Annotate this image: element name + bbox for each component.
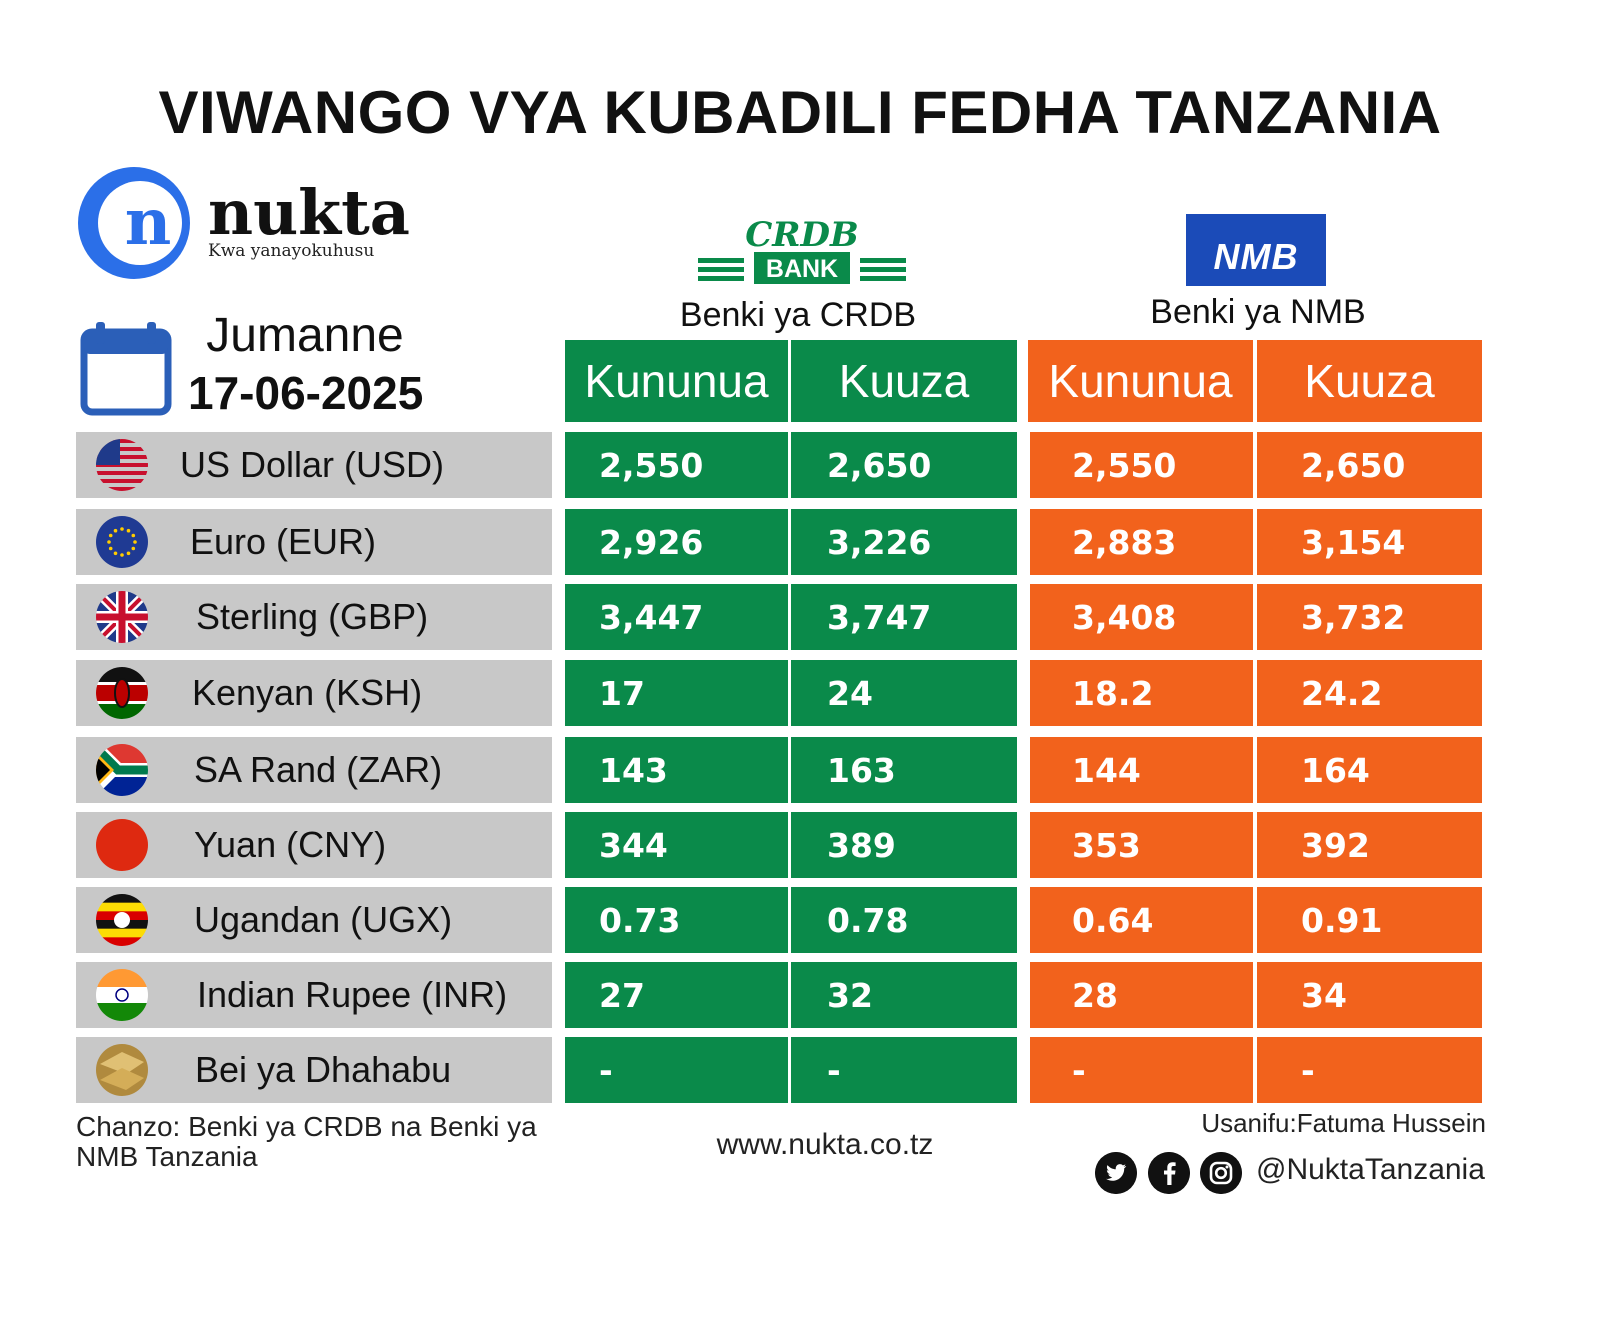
social-handle[interactable]: @NuktaTanzania bbox=[1256, 1153, 1485, 1186]
table-row-label: Ugandan (UGX) bbox=[76, 887, 552, 953]
rate-cell-crdb-sell: 24 bbox=[791, 660, 1017, 726]
rate-cell-crdb-sell: 389 bbox=[791, 812, 1017, 878]
rate-cell-nmb-buy: 3,408 bbox=[1030, 584, 1253, 650]
currency-name: Yuan (CNY) bbox=[194, 824, 387, 865]
crdb-sell-header: Kuuza bbox=[791, 340, 1017, 422]
currency-name: Bei ya Dhahabu bbox=[195, 1049, 452, 1090]
rate-cell-crdb-buy: 2,550 bbox=[565, 432, 788, 498]
nmb-sell-header: Kuuza bbox=[1257, 340, 1482, 422]
rate-cell-crdb-sell: 163 bbox=[791, 737, 1017, 803]
china-flag-icon bbox=[96, 819, 148, 871]
twitter-icon[interactable] bbox=[1095, 1152, 1137, 1194]
currency-name: Ugandan (UGX) bbox=[194, 899, 453, 940]
rate-cell-nmb-sell: 3,154 bbox=[1257, 509, 1482, 575]
rate-cell-crdb-buy: 2,926 bbox=[565, 509, 788, 575]
rate-cell-nmb-sell: - bbox=[1257, 1037, 1482, 1103]
date-value: 17-06-2025 bbox=[188, 367, 424, 419]
south-africa-flag-icon bbox=[96, 744, 148, 796]
rate-cell-nmb-sell: 34 bbox=[1257, 962, 1482, 1028]
currency-name: Euro (EUR) bbox=[190, 521, 377, 562]
table-row-label: US Dollar (USD) bbox=[76, 432, 552, 498]
design-credit: Usanifu:Fatuma Hussein bbox=[1201, 1108, 1486, 1138]
rate-cell-crdb-buy: 143 bbox=[565, 737, 788, 803]
crdb-logo-top: CRDB bbox=[745, 215, 859, 255]
source-note: Chanzo: Benki ya CRDB na Benki ya NMB Ta… bbox=[76, 1111, 537, 1172]
rate-cell-nmb-buy: 28 bbox=[1030, 962, 1253, 1028]
table-row-label: Euro (EUR) bbox=[76, 509, 552, 575]
rate-cell-nmb-buy: 18.2 bbox=[1030, 660, 1253, 726]
rate-cell-nmb-sell: 24.2 bbox=[1257, 660, 1482, 726]
nmb-logo-text: NMB bbox=[1213, 236, 1299, 277]
rate-cell-nmb-sell: 164 bbox=[1257, 737, 1482, 803]
table-row-label: SA Rand (ZAR) bbox=[76, 737, 552, 803]
rate-cell-nmb-buy: 2,883 bbox=[1030, 509, 1253, 575]
currency-name: US Dollar (USD) bbox=[180, 444, 445, 485]
nmb-bank-name: Benki ya NMB bbox=[1150, 293, 1366, 331]
rate-cell-nmb-sell: 392 bbox=[1257, 812, 1482, 878]
logo-letter: n bbox=[124, 185, 172, 260]
table-row-label: Bei ya Dhahabu bbox=[76, 1037, 552, 1103]
table-row-label: Yuan (CNY) bbox=[76, 812, 552, 878]
rate-cell-crdb-buy: 344 bbox=[565, 812, 788, 878]
nmb-logo-icon: NMB bbox=[1186, 214, 1326, 286]
date-day: Jumanne bbox=[206, 309, 404, 362]
uk-flag-icon bbox=[96, 591, 148, 643]
rate-cell-crdb-buy: 17 bbox=[565, 660, 788, 726]
currency-name: Kenyan (KSH) bbox=[192, 672, 423, 713]
rate-cell-crdb-sell: 32 bbox=[791, 962, 1017, 1028]
rate-cell-crdb-sell: 2,650 bbox=[791, 432, 1017, 498]
gold-icon bbox=[96, 1044, 148, 1096]
rate-cell-nmb-buy: 0.64 bbox=[1030, 887, 1253, 953]
uganda-flag-icon bbox=[96, 894, 148, 946]
rate-cell-crdb-sell: 0.78 bbox=[791, 887, 1017, 953]
rate-cell-crdb-sell: 3,747 bbox=[791, 584, 1017, 650]
rate-cell-nmb-sell: 3,732 bbox=[1257, 584, 1482, 650]
rate-cell-nmb-buy: 353 bbox=[1030, 812, 1253, 878]
brand-tagline: Kwa yanayokuhusu bbox=[208, 241, 375, 261]
facebook-icon[interactable] bbox=[1148, 1152, 1190, 1194]
eu-flag-icon bbox=[96, 516, 148, 568]
table-row-label: Kenyan (KSH) bbox=[76, 660, 552, 726]
currency-name: Sterling (GBP) bbox=[196, 596, 429, 637]
rate-cell-crdb-sell: 3,226 bbox=[791, 509, 1017, 575]
kenya-flag-icon bbox=[96, 667, 148, 719]
rate-cell-nmb-buy: 2,550 bbox=[1030, 432, 1253, 498]
crdb-bank-name: Benki ya CRDB bbox=[679, 296, 917, 334]
rate-cell-nmb-sell: 0.91 bbox=[1257, 887, 1482, 953]
rate-cell-nmb-sell: 2,650 bbox=[1257, 432, 1482, 498]
table-row-label: Indian Rupee (INR) bbox=[76, 962, 552, 1028]
brand-name: nukta bbox=[208, 176, 410, 249]
rate-cell-crdb-buy: 3,447 bbox=[565, 584, 788, 650]
rate-cell-crdb-sell: - bbox=[791, 1037, 1017, 1103]
website-link[interactable]: www.nukta.co.tz bbox=[716, 1128, 934, 1161]
rate-cell-crdb-buy: 27 bbox=[565, 962, 788, 1028]
calendar-icon bbox=[80, 322, 172, 416]
page-title: VIWANGO VYA KUBADILI FEDHA TANZANIA bbox=[158, 79, 1442, 146]
crdb-logo-icon: CRDB BANK bbox=[698, 215, 906, 284]
instagram-icon[interactable] bbox=[1200, 1152, 1242, 1194]
rate-cell-nmb-buy: 144 bbox=[1030, 737, 1253, 803]
crdb-buy-header: Kununua bbox=[565, 340, 788, 422]
table-row-label: Sterling (GBP) bbox=[76, 584, 552, 650]
currency-name: Indian Rupee (INR) bbox=[197, 974, 508, 1015]
nmb-buy-header: Kununua bbox=[1028, 340, 1253, 422]
crdb-logo-bottom: BANK bbox=[766, 255, 838, 283]
rate-cell-nmb-buy: - bbox=[1030, 1037, 1253, 1103]
india-flag-icon bbox=[96, 969, 148, 1021]
rate-cell-crdb-buy: 0.73 bbox=[565, 887, 788, 953]
rate-cell-crdb-buy: - bbox=[565, 1037, 788, 1103]
usa-flag-icon bbox=[96, 439, 148, 491]
currency-name: SA Rand (ZAR) bbox=[194, 749, 443, 790]
nukta-logo-icon: n bbox=[78, 167, 190, 279]
